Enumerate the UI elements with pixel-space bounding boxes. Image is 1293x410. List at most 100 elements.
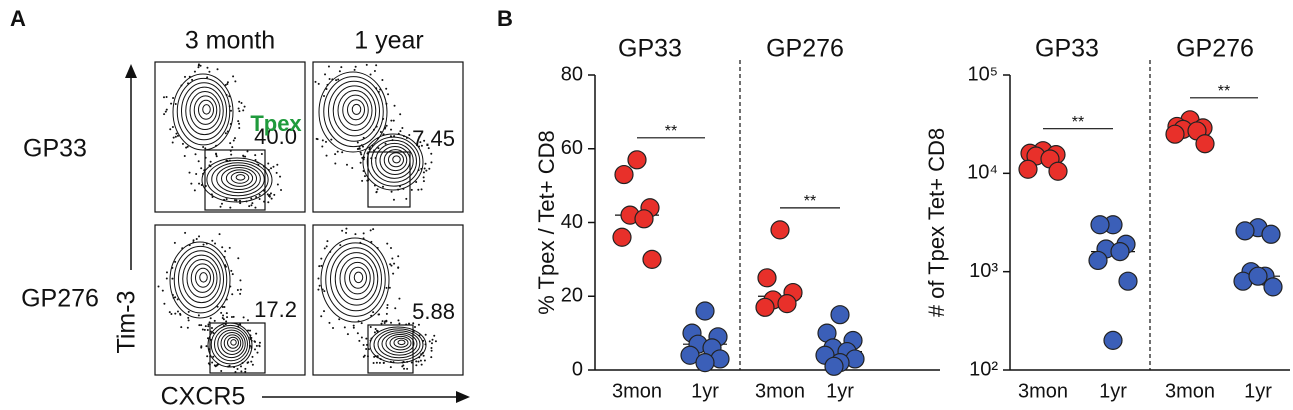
event-dot — [318, 265, 321, 268]
event-dot — [380, 322, 383, 325]
event-dot — [363, 175, 366, 178]
event-dot — [232, 75, 235, 78]
contour — [181, 82, 227, 141]
plot-frame — [312, 61, 464, 213]
event-dot — [225, 320, 228, 323]
event-dot — [224, 83, 227, 86]
event-dot — [268, 193, 271, 196]
flow-plots: 40.0 7.45 17.2 5.88 Tpex — [154, 61, 464, 376]
gate-label: Tpex — [250, 111, 302, 136]
event-dot — [165, 271, 168, 274]
event-dot — [225, 198, 228, 201]
data-point — [1195, 134, 1215, 154]
event-dot — [213, 319, 216, 322]
event-dot — [183, 155, 186, 158]
gate — [204, 149, 266, 211]
contour — [373, 328, 424, 361]
x-tick-label: 3mon — [1018, 380, 1068, 402]
event-dot — [267, 201, 270, 204]
event-dot — [270, 197, 273, 200]
contour — [169, 241, 231, 319]
event-dot — [165, 277, 168, 280]
event-dot — [239, 288, 242, 291]
contour — [195, 267, 211, 288]
event-dot — [431, 338, 434, 341]
event-dot — [401, 365, 404, 368]
event-dot — [353, 68, 356, 71]
event-dot — [207, 323, 210, 326]
group-label: GP276 — [766, 35, 844, 63]
event-dot — [171, 126, 174, 129]
event-dot — [324, 73, 327, 76]
event-dot — [174, 135, 177, 138]
contour — [349, 266, 367, 289]
event-dot — [174, 103, 177, 106]
event-dot — [169, 128, 172, 131]
event-dot — [242, 109, 245, 112]
contour — [334, 252, 379, 306]
y-tick-label: 20 — [561, 285, 583, 307]
contour — [347, 99, 365, 121]
event-dot — [193, 189, 196, 192]
data-point — [777, 294, 797, 314]
event-dot — [386, 304, 389, 307]
event-dot — [386, 306, 389, 309]
event-dot — [230, 269, 233, 272]
event-dot — [420, 144, 423, 147]
event-dot — [229, 142, 232, 145]
event-dot — [378, 361, 381, 364]
event-dot — [324, 140, 327, 143]
event-dot — [410, 188, 413, 191]
event-dot — [197, 314, 200, 317]
event-dot — [186, 145, 189, 148]
event-dot — [266, 193, 269, 196]
event-dot — [206, 66, 209, 69]
event-dot — [340, 66, 343, 69]
event-dot — [374, 327, 377, 330]
event-dot — [228, 364, 231, 367]
event-dot — [165, 108, 168, 111]
event-dot — [222, 314, 225, 317]
contour — [190, 263, 215, 293]
event-dot — [237, 107, 240, 110]
event-dot — [385, 87, 388, 90]
event-dot — [398, 322, 401, 325]
event-dot — [325, 245, 328, 248]
significance-label: ** — [1218, 83, 1230, 100]
event-dot — [221, 316, 224, 319]
event-dot — [240, 370, 243, 373]
event-dot — [180, 326, 183, 329]
event-dot — [388, 286, 391, 289]
contour — [230, 171, 250, 184]
event-dot — [260, 153, 263, 156]
event-dot — [258, 193, 261, 196]
event-dot — [168, 311, 171, 314]
event-dot — [427, 147, 430, 150]
event-dot — [423, 359, 426, 362]
data-point — [1263, 277, 1283, 297]
event-dot — [279, 175, 282, 178]
y-axis-label: # of Tpex Tet+ CD8 — [924, 128, 949, 317]
x-tick-label: 1yr — [826, 380, 854, 402]
event-dot — [195, 238, 198, 241]
event-dot — [176, 134, 179, 137]
event-dot — [392, 198, 395, 201]
event-dot — [237, 257, 240, 260]
y-axis-label: Tim-3 — [113, 291, 141, 354]
contour — [392, 155, 401, 164]
event-dot — [338, 70, 341, 73]
event-dot — [376, 329, 379, 332]
event-dot — [255, 344, 258, 347]
event-dot — [351, 167, 354, 170]
event-dot — [197, 63, 200, 66]
event-dot — [212, 355, 215, 358]
event-dot — [183, 75, 186, 78]
arrowhead — [125, 64, 137, 78]
event-dot — [430, 347, 433, 350]
data-point — [1261, 224, 1281, 244]
data-point — [757, 268, 777, 288]
event-dot — [386, 242, 389, 245]
event-dot — [239, 202, 242, 205]
event-dot — [267, 162, 270, 165]
